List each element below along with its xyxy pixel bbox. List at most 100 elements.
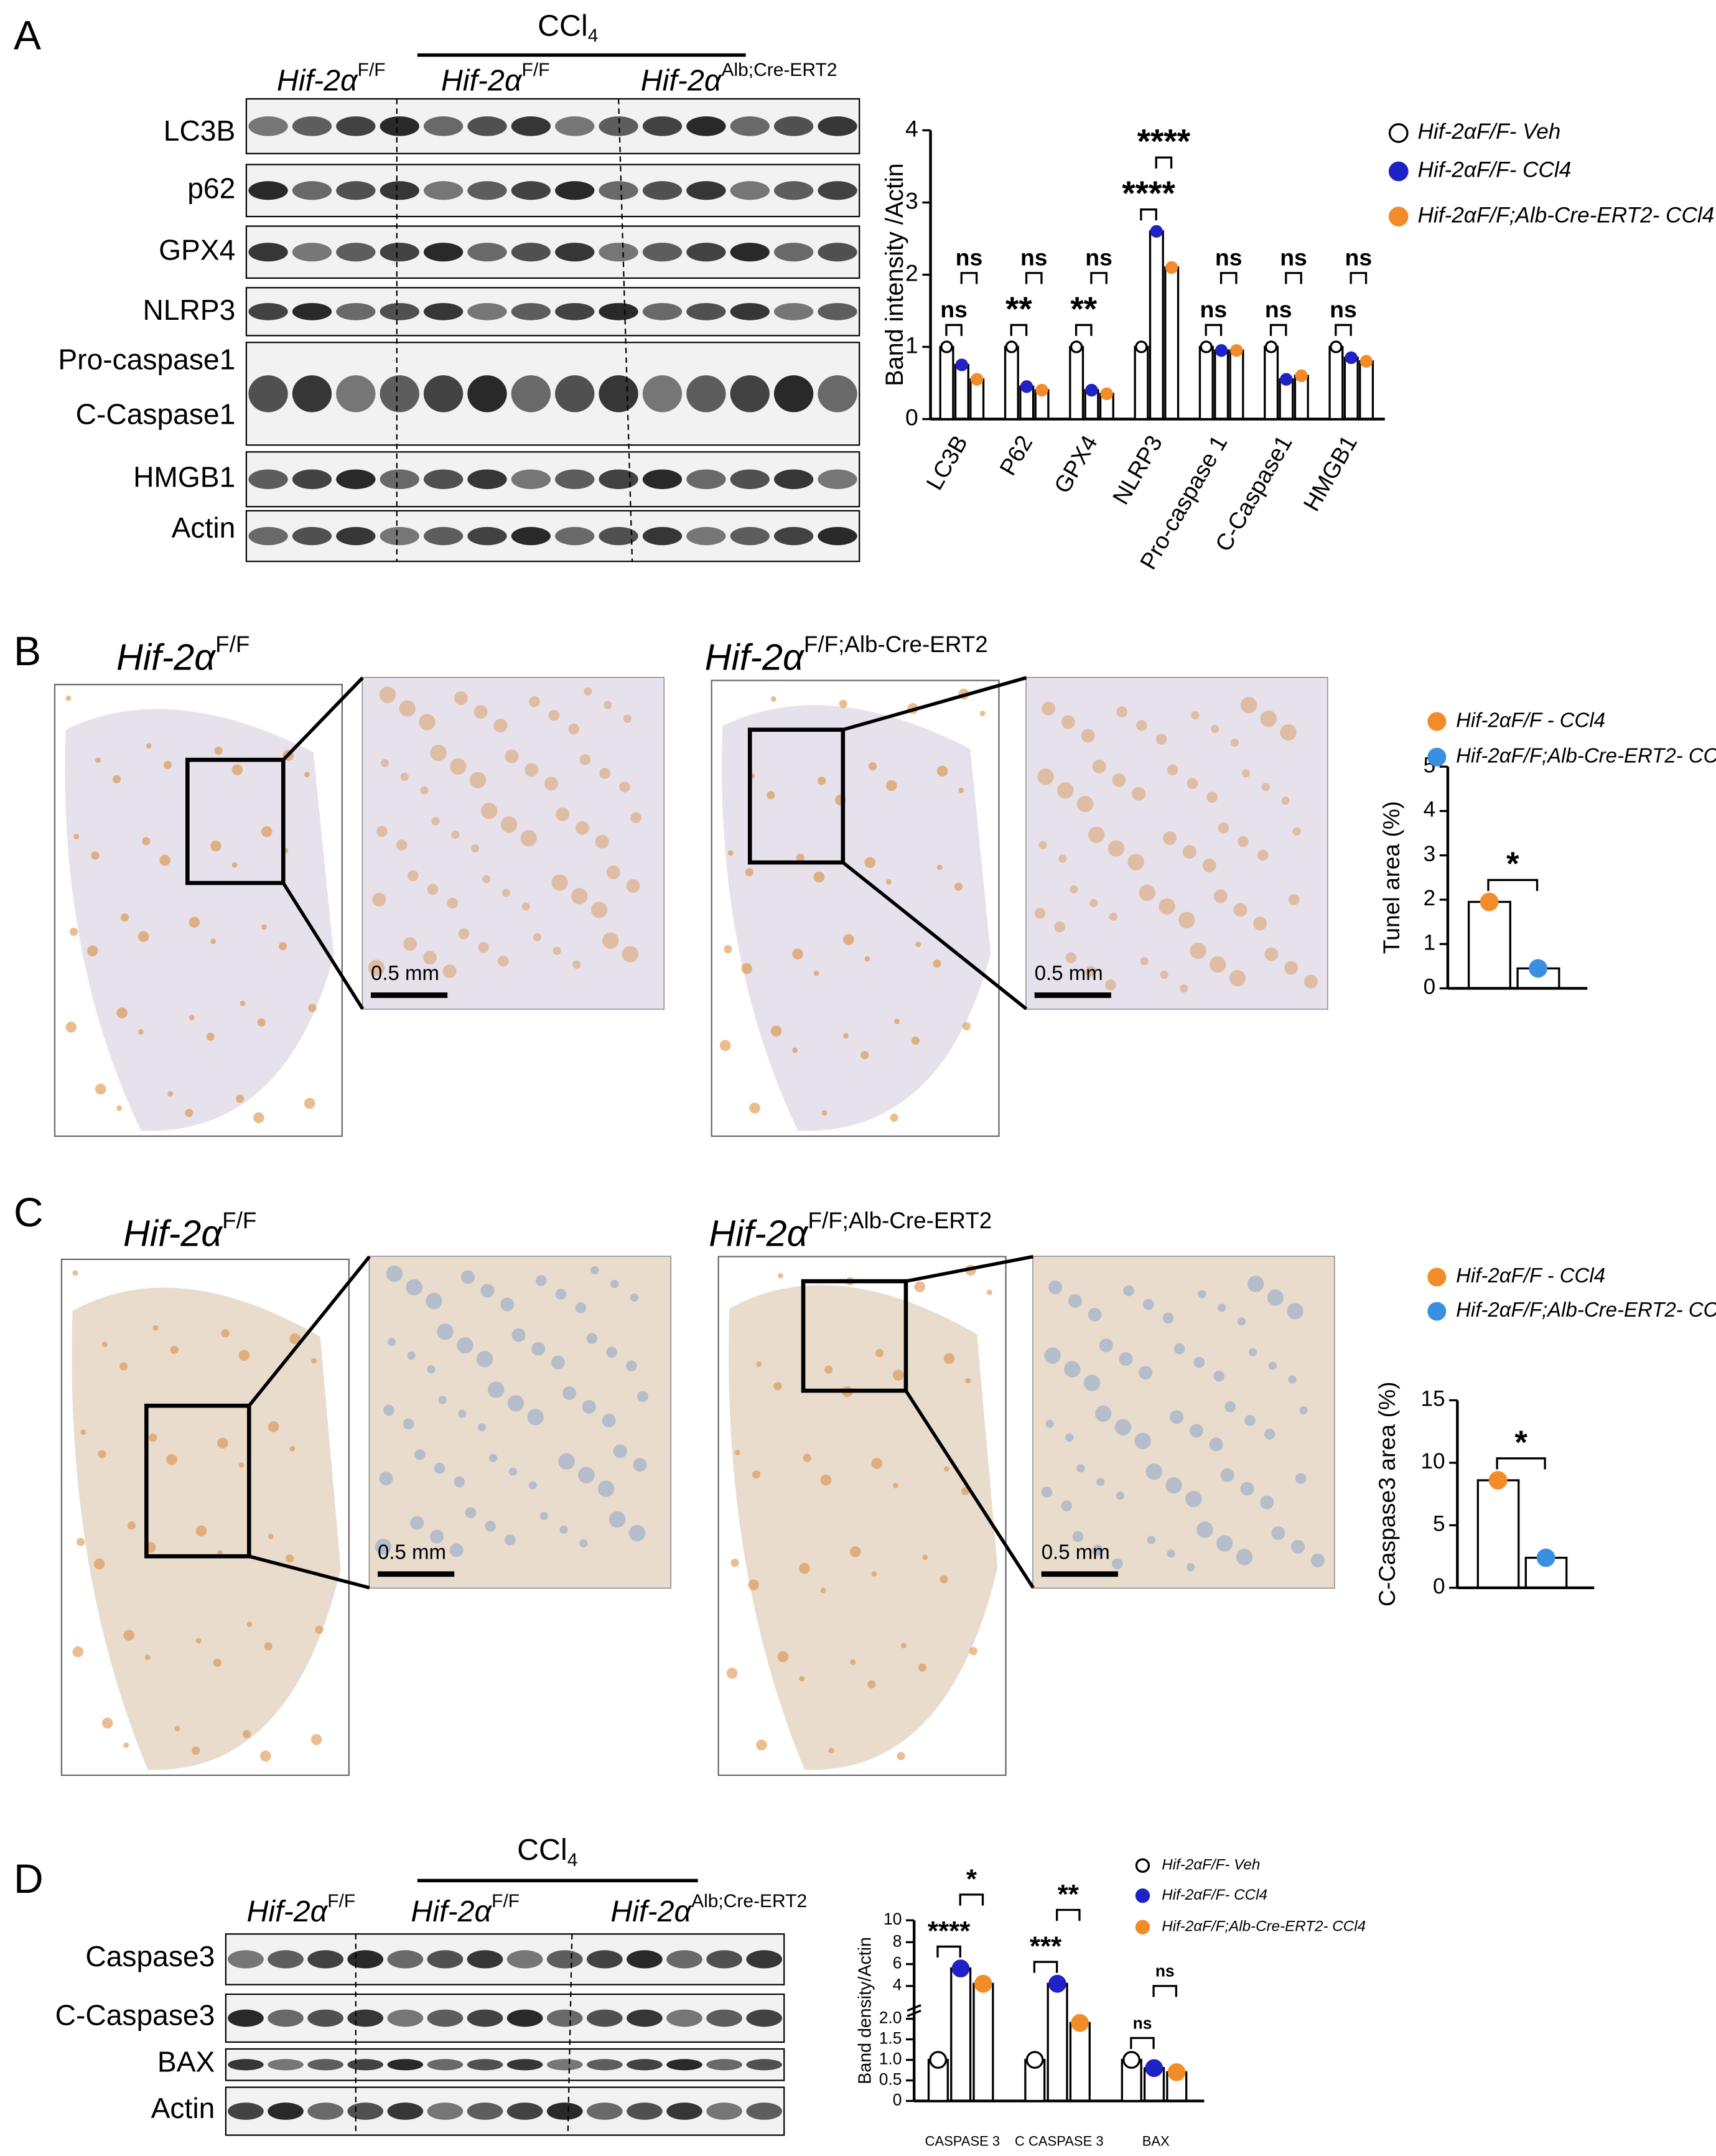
mean-dot [1200, 340, 1213, 353]
label-sub: 4 [588, 26, 599, 46]
blot-band [686, 375, 726, 413]
blot-band [423, 375, 464, 413]
stain-spot [1261, 783, 1270, 791]
stain-spot [595, 834, 609, 849]
stain-spot [1147, 1536, 1155, 1544]
stain-spot [488, 1381, 505, 1398]
mean-dot [955, 358, 968, 371]
legend-label: Hif-2αF/F- Veh [1162, 1857, 1260, 1874]
sig-bracket [1130, 2037, 1155, 2049]
zoom-line [905, 1254, 1034, 1283]
rich-label: Hif-2αF/F [123, 1208, 256, 1254]
blot-band [511, 181, 551, 200]
stain-spot [745, 868, 754, 877]
blot-band [467, 375, 507, 413]
blot-band [773, 181, 814, 200]
stain-spot [407, 870, 419, 882]
blot-band [546, 2102, 583, 2120]
stain-spot [799, 1676, 805, 1682]
x-tick-label: HMGB1 [1298, 431, 1362, 515]
blot-band [467, 181, 507, 200]
stain-spot [1180, 984, 1188, 993]
stain-spot [1107, 840, 1125, 857]
y-tick-label: 1 [905, 332, 918, 358]
stain-spot [1083, 1374, 1101, 1391]
stain-spot [1057, 782, 1074, 799]
mean-dot [1264, 340, 1278, 353]
bar [972, 1982, 994, 2102]
stain-spot [579, 754, 591, 765]
stain-spot [1284, 961, 1299, 975]
blot-band [546, 2059, 583, 2071]
blot-band [307, 2009, 343, 2027]
stain-spot [813, 871, 825, 883]
x-tick-label: BAX [1142, 2133, 1170, 2149]
sig-label: ns [1085, 245, 1112, 271]
stain-spot [528, 1481, 537, 1490]
mean-dot [1488, 1471, 1508, 1490]
stain-spot [1162, 1312, 1174, 1324]
y-tick-label: 2 [1424, 886, 1436, 910]
stain-spot [310, 1358, 317, 1364]
stain-spot [582, 1399, 596, 1414]
blot-band [818, 116, 857, 136]
stain-spot [511, 1328, 526, 1342]
blot-band [746, 1950, 783, 1969]
stain-spot [1193, 1356, 1205, 1368]
blot-band [599, 116, 638, 136]
blot-band [818, 375, 857, 413]
stain-spot [590, 902, 608, 918]
blot-band [730, 375, 770, 413]
legend-marker [1427, 1267, 1447, 1287]
blot-band [627, 2059, 663, 2071]
label-sub: 4 [567, 1850, 578, 1870]
stain-spot [1173, 1343, 1185, 1355]
blot-band [642, 526, 683, 546]
stain-spot [1114, 1419, 1132, 1436]
sig-label: * [1514, 1424, 1527, 1461]
stain-spot [501, 889, 511, 897]
legend-label: Hif-2αF/F;Alb-Cre-ERT2- CCl4 [1418, 203, 1715, 227]
stain-spot [756, 1361, 762, 1367]
sig-bracket [1496, 1457, 1546, 1470]
blot-band [706, 2059, 742, 2071]
mean-dot [1071, 2014, 1089, 2032]
stain-spot [442, 964, 457, 979]
blot-band [228, 2009, 264, 2027]
stain-spot [231, 862, 238, 868]
y-tick-label: 0 [1424, 975, 1436, 999]
rich-label: CCl4 [517, 1833, 577, 1870]
blot-band [292, 243, 332, 262]
stain-spot [500, 1297, 515, 1312]
label-base: Hif-2α [705, 636, 805, 678]
blot-band [506, 1950, 543, 1969]
stain-spot [1135, 720, 1147, 731]
mean-dot [1048, 1974, 1066, 1993]
stain-spot [556, 807, 570, 821]
stain-spot [586, 1333, 598, 1345]
stain-spot [979, 711, 986, 716]
stain-spot [943, 1353, 955, 1365]
blot-band [511, 469, 551, 490]
sig-label: ns [1330, 296, 1357, 322]
legend-label: Hif-2αF/F;Alb-Cre-ERT2- CCl4 [1456, 744, 1716, 767]
stain-spot [419, 714, 436, 730]
blot-band [642, 469, 683, 490]
stain-spot [748, 1579, 759, 1590]
stain-spot [127, 1521, 136, 1530]
stain-spot [465, 1507, 477, 1518]
stain-spot [943, 1466, 949, 1472]
stain-spot [507, 1395, 525, 1412]
rich-label: Hif-2αF/F [247, 1891, 356, 1928]
sig-bracket [1075, 324, 1093, 336]
blot-band [686, 526, 726, 546]
blot-band [387, 2102, 424, 2120]
blot-band [268, 2009, 304, 2027]
sig-label: ns [1215, 245, 1243, 271]
x-tick-label: GPX4 [1049, 431, 1103, 497]
stain-spot [1167, 1549, 1175, 1558]
zoom-line [842, 861, 1028, 1010]
mean-dot [1122, 2051, 1140, 2069]
stain-spot [508, 1467, 518, 1476]
stain-spot [458, 928, 470, 940]
